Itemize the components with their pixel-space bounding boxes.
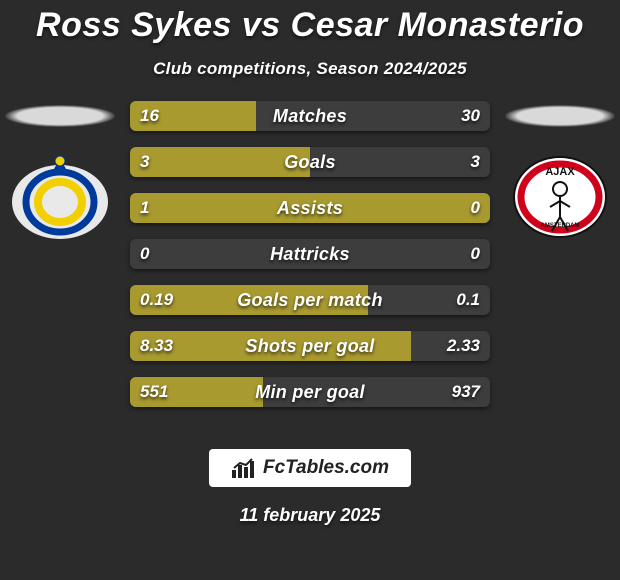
brand-badge: FcTables.com — [209, 449, 411, 487]
stat-label: Goals per match — [130, 285, 490, 315]
stat-label: Matches — [130, 101, 490, 131]
stat-label: Shots per goal — [130, 331, 490, 361]
stat-row: 33Goals — [130, 147, 490, 177]
stat-row: 1630Matches — [130, 101, 490, 131]
stat-bars-container: 1630Matches 33Goals 10Assists 00Hattricks 0.… — [130, 101, 490, 423]
page-title: Ross Sykes vs Cesar Monasterio — [0, 0, 620, 45]
shadow-ellipse — [505, 105, 615, 127]
left-team-column — [0, 101, 120, 239]
left-team-crest — [10, 155, 110, 239]
brand-text: FcTables.com — [263, 457, 389, 479]
stat-label: Goals — [130, 147, 490, 177]
stat-label: Min per goal — [130, 377, 490, 407]
stat-row: 8.332.33Shots per goal — [130, 331, 490, 361]
right-team-column: AJAX AMSTERDAM — [500, 101, 620, 239]
comparison-stage: AJAX AMSTERDAM 1630Matches 33Goals 10Assis… — [0, 101, 620, 431]
stat-row: 00Hattricks — [130, 239, 490, 269]
page-subtitle: Club competitions, Season 2024/2025 — [0, 59, 620, 79]
stat-label: Assists — [130, 193, 490, 223]
chart-icon — [231, 458, 257, 478]
svg-text:AMSTERDAM: AMSTERDAM — [541, 223, 580, 229]
svg-text:AJAX: AJAX — [545, 166, 575, 178]
stat-row: 10Assists — [130, 193, 490, 223]
stat-row: 551937Min per goal — [130, 377, 490, 407]
right-team-crest: AJAX AMSTERDAM — [510, 155, 610, 239]
footer: FcTables.com — [0, 449, 620, 487]
stat-row: 0.190.1Goals per match — [130, 285, 490, 315]
shadow-ellipse — [5, 105, 115, 127]
date-text: 11 february 2025 — [0, 505, 620, 526]
stat-label: Hattricks — [130, 239, 490, 269]
